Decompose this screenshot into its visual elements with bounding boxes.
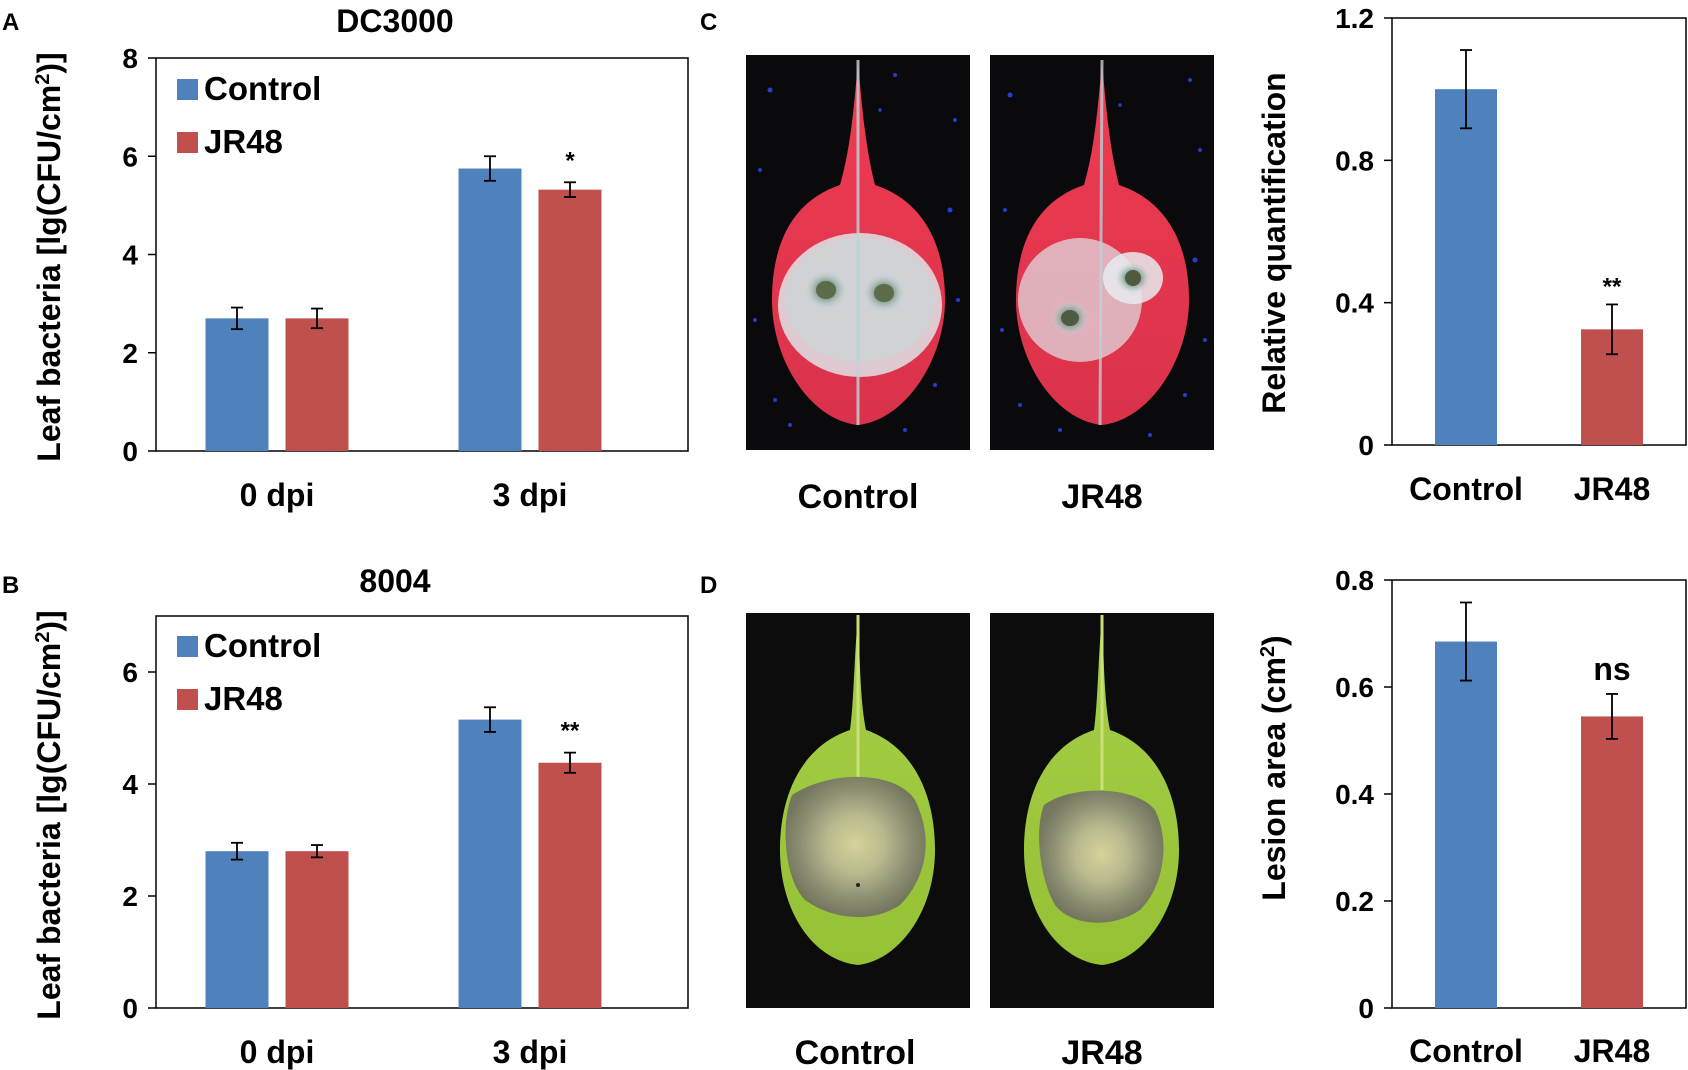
bar-jr48-3-dpi [538, 189, 602, 451]
legend-swatch-control [177, 79, 198, 100]
chart-a-title: DC3000 [336, 3, 453, 39]
significance-label: * [565, 147, 575, 174]
legend-label-jr48: JR48 [204, 123, 283, 160]
x-category-label: JR48 [1574, 1033, 1651, 1069]
legend-swatch-jr48 [177, 689, 198, 710]
y-tick-label: 6 [122, 657, 138, 688]
legend-swatch-jr48 [177, 132, 198, 153]
y-tick-label: 0 [122, 993, 138, 1024]
legend-label-control: Control [204, 627, 321, 664]
significance-label: ** [561, 718, 580, 745]
y-tick-label: 8 [122, 43, 138, 74]
panel-c-chart: Relative quantification 0 0.4 0.8 1.2 Contro… [1256, 3, 1687, 507]
chart-b-title: 8004 [359, 563, 430, 599]
panel-d-chart: Lesion area (cm2) 0 0.2 0.4 0.6 0.8 Control ns… [1256, 565, 1687, 1069]
panel-letter-c: C [700, 9, 717, 36]
chart-a-plot: 0 2 4 6 8 0 dpi * 3 dpi Control JR48 [122, 43, 689, 513]
photo-c-jr48 [990, 55, 1214, 450]
y-tick-label: 0 [122, 436, 138, 467]
x-category-label: JR48 [1574, 471, 1651, 507]
y-tick-label: 0 [1358, 993, 1374, 1024]
chart-d-ylabel: Lesion area (cm2) [1256, 635, 1292, 900]
y-tick-label: 0.4 [1335, 779, 1374, 810]
y-tick-label: 2 [122, 881, 138, 912]
bar-jr48-3-dpi [538, 762, 602, 1008]
bar-jr48-0-dpi [285, 851, 349, 1008]
panel-d: D Control JR48 [700, 572, 1214, 1070]
chart-c-ylabel: Relative quantification [1256, 72, 1292, 413]
x-category-label: Control [1409, 471, 1523, 507]
bar-control-3-dpi [458, 168, 522, 451]
plot-frame [1391, 17, 1687, 446]
x-category-label: 0 dpi [240, 477, 315, 513]
panel-b: B 8004 Leaf bacteria [lg(CFU/cm2)] 02460… [2, 563, 689, 1070]
photo-d-label-control: Control [795, 1034, 916, 1070]
bar-control-0-dpi [205, 851, 269, 1008]
y-tick-label: 0.2 [1335, 886, 1374, 917]
y-tick-label: 0 [1358, 430, 1374, 461]
y-tick-label: 0.6 [1335, 672, 1374, 703]
bar-control-3-dpi [458, 719, 522, 1008]
y-tick-label: 4 [122, 769, 138, 800]
legend-label-jr48: JR48 [204, 680, 283, 717]
bar-jr48-0-dpi [285, 318, 349, 451]
significance-label: ** [1603, 273, 1622, 300]
legend-label-control: Control [204, 70, 321, 107]
significance-label: ns [1593, 651, 1630, 687]
bar-control-0-dpi [205, 318, 269, 451]
y-tick-label: 1.2 [1335, 3, 1374, 34]
photo-d-control [746, 613, 970, 1008]
chart-c-plot: 0 0.4 0.8 1.2 Control ** JR48 [1335, 3, 1687, 507]
y-tick-label: 0.4 [1335, 288, 1374, 319]
plot-frame [155, 615, 689, 1009]
photo-c-label-jr48: JR48 [1061, 478, 1142, 516]
panel-letter-a: A [2, 9, 19, 36]
panel-c: C [700, 9, 1214, 516]
x-category-label: 0 dpi [240, 1034, 315, 1070]
y-tick-label: 2 [122, 338, 138, 369]
y-tick-label: 0.8 [1335, 565, 1374, 596]
panel-a: A DC3000 Leaf bacteria [lg(CFU/cm2)] 0 2 4… [2, 3, 689, 513]
photo-c-label-control: Control [798, 478, 919, 516]
y-tick-label: 6 [122, 141, 138, 172]
chart-d-plot: 0 0.2 0.4 0.6 0.8 Control ns JR48 [1335, 565, 1687, 1069]
y-tick-label: 4 [122, 240, 138, 271]
legend-swatch-control [177, 636, 198, 657]
chart-b-plot: 0 2 4 6 0 dpi ** 3 dpi Control JR48 [122, 615, 689, 1070]
panel-letter-d: D [700, 572, 717, 599]
panel-letter-b: B [2, 572, 19, 599]
bar-control [1435, 89, 1497, 446]
chart-b-ylabel: Leaf bacteria [lg(CFU/cm2)] [31, 610, 67, 1019]
chart-a-ylabel: Leaf bacteria [lg(CFU/cm2)] [31, 52, 67, 461]
photo-d-label-jr48: JR48 [1061, 1034, 1142, 1070]
y-tick-label: 0.8 [1335, 145, 1374, 176]
photo-d-jr48 [990, 613, 1214, 1008]
x-category-label: Control [1409, 1033, 1523, 1069]
x-category-label: 3 dpi [493, 477, 568, 513]
bar-jr48 [1581, 716, 1643, 1008]
bar-control [1435, 641, 1497, 1008]
x-category-label: 3 dpi [493, 1034, 568, 1070]
photo-c-control [746, 55, 970, 450]
